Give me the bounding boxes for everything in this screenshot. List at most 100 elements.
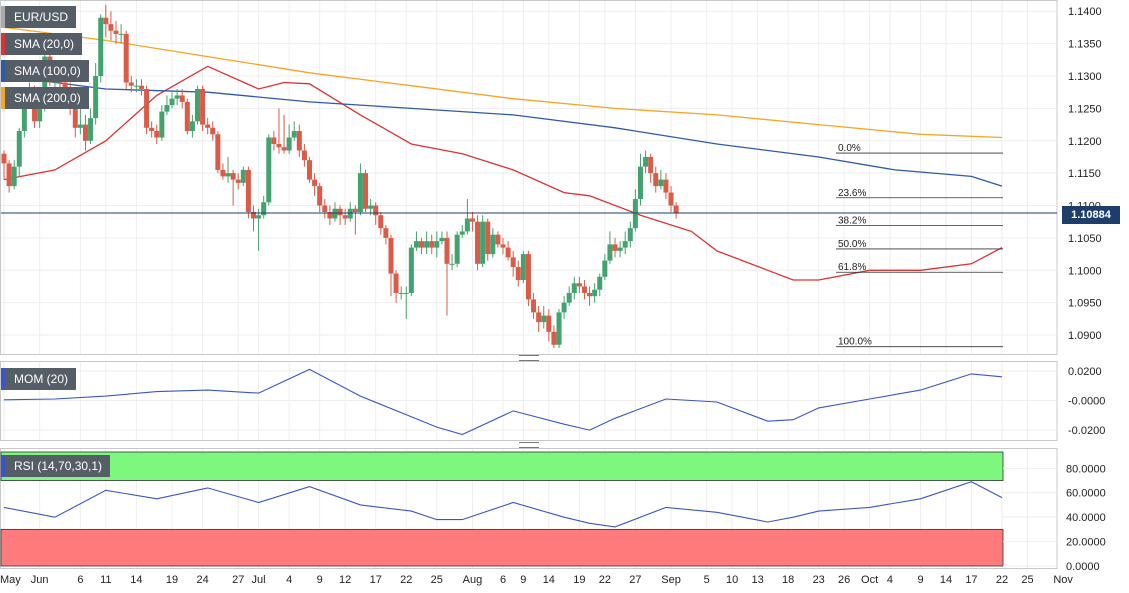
y-tick-label: 1.1300 — [1068, 71, 1102, 83]
candle-body — [378, 215, 384, 229]
fib-level-label: 50.0% — [838, 239, 866, 250]
x-tick-label: Jun — [31, 574, 49, 586]
fib-level-label: 23.6% — [838, 188, 866, 199]
last-price-badge: 1.10884 — [1062, 206, 1120, 224]
x-tick-label: Oct — [861, 574, 878, 586]
candle-body — [434, 241, 440, 248]
candle-body — [332, 208, 338, 219]
candle-body — [286, 137, 292, 151]
candle-body — [520, 254, 526, 280]
candle-body — [561, 302, 567, 313]
x-tick-label: 25 — [1021, 574, 1033, 586]
x-tick-label: 18 — [782, 574, 794, 586]
y-tick-label: -0.0000 — [1068, 396, 1105, 408]
candle-body — [42, 56, 48, 109]
x-tick-label: 5 — [704, 574, 710, 586]
series-line — [3, 481, 1003, 528]
candle-body — [261, 202, 267, 216]
candle-body — [653, 173, 659, 187]
rsi-overbought-band — [0, 451, 1004, 481]
candle-body — [617, 247, 623, 251]
candle-body — [592, 289, 598, 297]
sma200-label[interactable]: SMA (200,0) — [1, 87, 89, 109]
x-tick-label: 9 — [317, 574, 323, 586]
candle-body — [505, 247, 511, 258]
candle-body — [510, 257, 516, 268]
candle-body — [184, 101, 190, 132]
series-line — [3, 26, 1003, 139]
candle-body — [607, 244, 613, 261]
candle-body — [612, 244, 618, 251]
candle-body — [215, 134, 221, 170]
pane-resize-handle[interactable] — [519, 442, 539, 448]
y-tick-label: 1.1350 — [1068, 39, 1102, 51]
candle-body — [77, 124, 83, 128]
candle-body — [327, 212, 333, 219]
x-tick-label: 19 — [573, 574, 585, 586]
candle-body — [515, 267, 521, 280]
x-tick-label: 10 — [726, 574, 738, 586]
candle-body — [413, 241, 419, 248]
candle-body — [317, 186, 323, 206]
candle-body — [546, 315, 552, 332]
candle-body — [663, 179, 669, 193]
x-tick-label: 6 — [500, 574, 506, 586]
candle-body — [566, 292, 572, 303]
candle-body — [648, 156, 654, 174]
rsi-oversold-band — [0, 528, 1004, 567]
candle-body — [403, 292, 409, 294]
candle-body — [291, 131, 297, 138]
sma100-label[interactable]: SMA (100,0) — [1, 60, 89, 82]
mom-label[interactable]: MOM (20) — [1, 368, 76, 390]
x-tick-label: 27 — [232, 574, 244, 586]
x-tick-label: 4 — [286, 574, 292, 586]
candle-body — [118, 33, 124, 35]
candle-body — [622, 241, 628, 248]
candle-body — [632, 199, 638, 229]
pane-resize-handle[interactable] — [519, 355, 539, 361]
x-tick-label: 9 — [917, 574, 923, 586]
candle-body — [266, 137, 272, 203]
y-tick-label: 1.1400 — [1068, 6, 1102, 18]
candle-body — [475, 221, 481, 264]
candle-body — [342, 215, 348, 219]
symbol-label[interactable]: EUR/USD — [1, 6, 77, 28]
x-tick-label: 26 — [838, 574, 850, 586]
candle-body — [200, 88, 206, 125]
candle-body — [16, 131, 22, 167]
candle-body — [128, 82, 134, 86]
candle-body — [668, 192, 674, 206]
sma20-label[interactable]: SMA (20,0) — [1, 33, 83, 55]
x-tick-label: 27 — [629, 574, 641, 586]
candle-body — [571, 283, 577, 293]
rsi-label[interactable]: RSI (14,70,30,1) — [1, 455, 111, 477]
candle-body — [72, 108, 78, 128]
candle-body — [337, 208, 343, 216]
candle-body — [673, 205, 679, 214]
candle-body — [424, 241, 430, 248]
candle-body — [637, 166, 643, 200]
y-tick-label: 1.0900 — [1068, 330, 1102, 342]
candle-body — [459, 231, 465, 235]
candle-body — [296, 131, 302, 151]
candle-body — [307, 160, 313, 180]
candle-body — [485, 221, 491, 255]
x-tick-label: 6 — [77, 574, 83, 586]
y-tick-label: 80.0000 — [1066, 463, 1106, 475]
candle-body — [495, 234, 501, 245]
candle-body — [159, 111, 165, 138]
candle-body — [541, 315, 547, 323]
y-tick-label: 1.1050 — [1068, 233, 1102, 245]
y-tick-label: 1.1200 — [1068, 136, 1102, 148]
y-tick-label: 40.0000 — [1066, 512, 1106, 524]
candle-body — [276, 144, 282, 148]
x-tick-label: Nov — [1053, 574, 1073, 586]
candle-body — [240, 169, 246, 183]
candle-body — [93, 76, 99, 119]
series-line — [3, 75, 1003, 187]
candle-body — [169, 98, 175, 106]
candle-body — [576, 283, 582, 287]
candle-body — [581, 286, 587, 293]
candle-body — [220, 169, 226, 177]
